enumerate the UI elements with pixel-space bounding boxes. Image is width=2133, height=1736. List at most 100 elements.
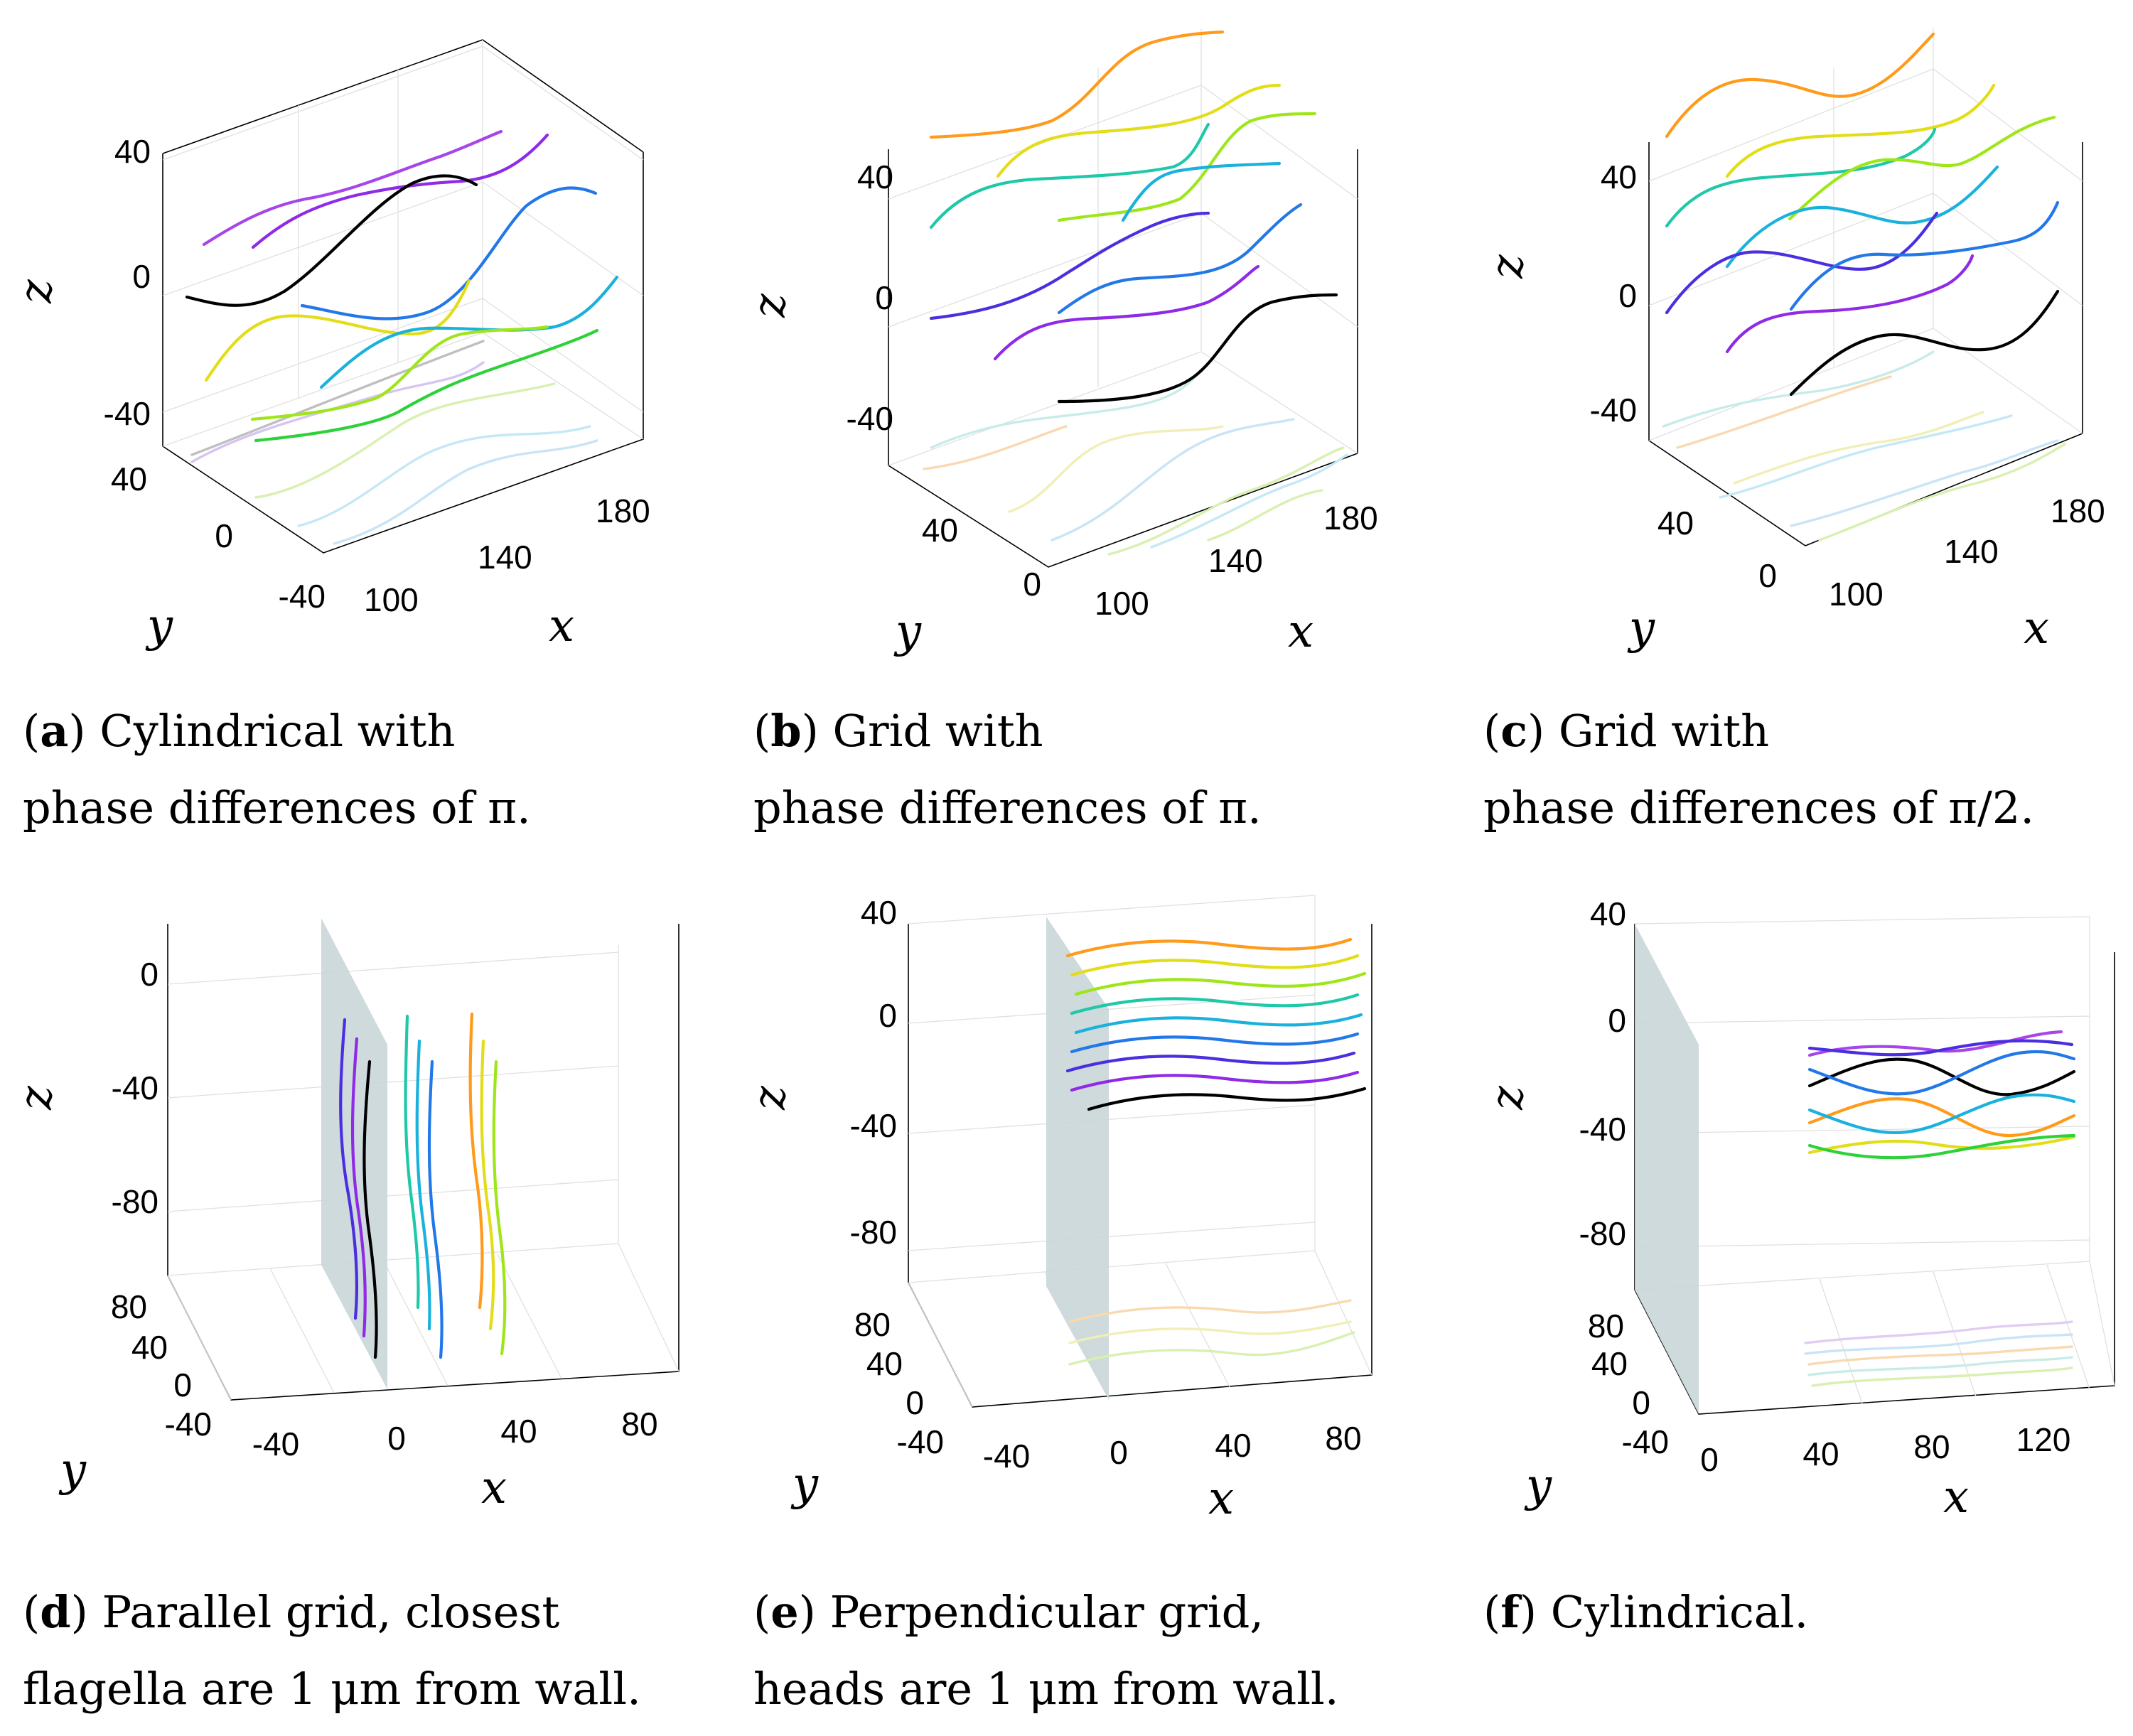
e-series-yellow xyxy=(1070,954,1360,977)
d-series-indigo xyxy=(339,1018,359,1320)
b-series-cyan xyxy=(1121,161,1282,222)
a-caption-letter: a xyxy=(40,705,68,757)
a-series-violet xyxy=(202,129,503,247)
b-ztick-40: 40 xyxy=(857,158,893,195)
b-series-purple xyxy=(993,264,1260,361)
panel-d-ticks: 0 -40 -80 80 40 0 -40 -40 0 40 80 xyxy=(111,956,658,1462)
a-xtick-180: 180 xyxy=(596,492,650,529)
panel-f-grid xyxy=(1634,916,2115,1415)
panel-e-series xyxy=(1065,937,1367,1366)
a-ztick-0: 0 xyxy=(132,258,151,295)
f-ytick-neg40: -40 xyxy=(1622,1423,1669,1460)
panel-e: 40 0 -40 -80 80 40 0 -40 -40 0 40 80 z y… xyxy=(743,894,1372,1715)
a-ylabel: y xyxy=(145,600,173,652)
panel-a-caption: (a) Cylindrical with phase differences o… xyxy=(23,705,531,834)
e-xtick-40: 40 xyxy=(1215,1427,1251,1464)
panel-a: 40 0 -40 40 0 -40 100 140 180 z y x (a) … xyxy=(10,39,650,834)
f-ghost-5 xyxy=(1811,1366,2073,1387)
f-ztick-neg40: -40 xyxy=(1579,1111,1626,1148)
c-series-blue xyxy=(1789,200,2060,311)
a-ghost-4 xyxy=(333,439,598,545)
panel-c-ticks: 40 0 -40 40 0 100 140 180 xyxy=(1590,158,2105,613)
b-series-yellow xyxy=(996,83,1282,178)
e-ghost-3 xyxy=(1068,1331,1355,1366)
b-series-black xyxy=(1057,293,1338,404)
f-ytick-80: 80 xyxy=(1588,1308,1624,1344)
b-series-orange xyxy=(929,30,1225,139)
a-caption-line1: Cylindrical with xyxy=(100,705,455,757)
d-xtick-0: 0 xyxy=(387,1420,406,1457)
panel-a-axis-labels: z y x xyxy=(10,279,574,652)
panel-b-caption: (b) Grid with phase differences of π. xyxy=(753,705,1262,834)
svg-text:(a) Cylindrical with: (a) Cylindrical with xyxy=(23,705,455,757)
panel-e-axis-labels: z y x xyxy=(743,1085,1234,1525)
a-ghost-3 xyxy=(297,425,591,527)
panel-a-grid xyxy=(162,39,644,554)
d-ytick-0: 0 xyxy=(173,1366,192,1403)
panel-b-grid xyxy=(888,28,1358,568)
b-ghost-3 xyxy=(1008,425,1224,513)
b-series-lime xyxy=(1057,112,1317,222)
e-caption-letter: e xyxy=(770,1586,798,1638)
a-ghost-1 xyxy=(190,361,485,463)
a-ztick-neg40: -40 xyxy=(104,395,151,432)
b-xtick-180: 180 xyxy=(1323,500,1378,537)
d-series-black xyxy=(362,1060,378,1359)
a-xlabel: x xyxy=(549,600,574,652)
b-xtick-140: 140 xyxy=(1208,542,1263,579)
e-caption-line1: Perpendicular grid, xyxy=(830,1586,1264,1638)
e-series-indigo xyxy=(1065,1051,1356,1073)
d-series-yellow xyxy=(480,1039,495,1331)
f-series-yellow xyxy=(1807,1135,2076,1155)
panel-f: 40 0 -40 -80 80 40 0 -40 0 40 80 120 z y… xyxy=(1481,895,2115,1638)
c-series-yellow xyxy=(1725,83,1996,178)
c-ghost-4 xyxy=(1719,414,2013,499)
f-ztick-0: 0 xyxy=(1608,1002,1626,1039)
panel-b-ticks: 40 0 -40 40 0 100 140 180 xyxy=(847,158,1378,622)
d-series-cyan xyxy=(415,1039,431,1331)
b-caption-letter: b xyxy=(770,705,801,757)
f-ztick-neg80: -80 xyxy=(1579,1215,1626,1252)
e-ytick-80: 80 xyxy=(854,1306,891,1343)
c-ghost-6 xyxy=(1790,439,2059,527)
f-xtick-120: 120 xyxy=(2016,1421,2071,1458)
panel-d-axis-labels: z y x xyxy=(10,1085,507,1514)
c-caption-line1: Grid with xyxy=(1559,705,1769,757)
f-ztick-40: 40 xyxy=(1590,895,1626,932)
c-ztick-0: 0 xyxy=(1618,277,1637,314)
f-zlabel: z xyxy=(1481,1085,1534,1111)
d-ylabel: y xyxy=(58,1444,87,1497)
c-caption-line2: phase differences of π/2. xyxy=(1483,782,2034,834)
e-xtick-0: 0 xyxy=(1110,1434,1128,1471)
d-series-orange xyxy=(468,1012,484,1310)
e-series-blue xyxy=(1070,1032,1360,1054)
c-xtick-180: 180 xyxy=(2051,492,2105,529)
c-ghost-3 xyxy=(1733,411,1984,485)
e-series-black xyxy=(1087,1087,1367,1111)
e-xlabel: x xyxy=(1208,1472,1234,1525)
d-caption-line1: Parallel grid, closest xyxy=(102,1586,559,1638)
a-series-yellow xyxy=(204,279,471,382)
svg-text:(d) Parallel grid, closest: (d) Parallel grid, closest xyxy=(23,1586,559,1638)
b-series-indigo xyxy=(929,211,1210,320)
d-series-teal xyxy=(404,1014,420,1310)
e-ztick-neg80: -80 xyxy=(850,1214,897,1251)
a-ghost-2 xyxy=(254,382,556,499)
e-series-lime xyxy=(1074,971,1367,996)
b-series-teal xyxy=(929,122,1210,230)
d-zlabel: z xyxy=(10,1085,63,1111)
e-ztick-0: 0 xyxy=(879,997,897,1034)
c-caption-letter: c xyxy=(1500,705,1527,757)
e-xtick-80: 80 xyxy=(1325,1420,1361,1457)
panel-b-series xyxy=(923,30,1348,556)
d-caption-line2: flagella are 1 μm from wall. xyxy=(23,1663,641,1715)
e-caption-line2: heads are 1 μm from wall. xyxy=(753,1663,1339,1715)
e-xtick-neg40: -40 xyxy=(983,1438,1030,1474)
f-ghost-4 xyxy=(1807,1356,2073,1376)
d-series-lime xyxy=(492,1060,507,1356)
c-xtick-100: 100 xyxy=(1829,576,1884,613)
d-ytick-80: 80 xyxy=(111,1288,147,1325)
e-ylabel: y xyxy=(790,1458,819,1511)
svg-text:(b) Grid with: (b) Grid with xyxy=(753,705,1043,757)
a-series-cyan xyxy=(319,275,619,389)
